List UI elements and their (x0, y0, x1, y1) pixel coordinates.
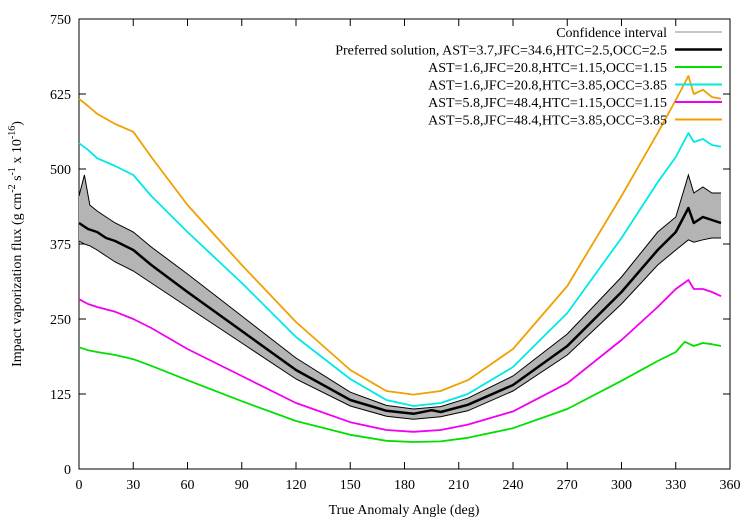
y-tick-label: 625 (50, 88, 71, 103)
series-lines-layer (78, 75, 722, 443)
y-tick-label: 0 (64, 463, 71, 478)
legend-label: AST=1.6,JFC=20.8,HTC=3.85,OCC=3.85 (428, 79, 667, 94)
y-axis-label-part-a: Impact vaporization flux (g cm (10, 193, 25, 367)
y-axis-label: Impact vaporization flux (g cm-2 s-1 x 1… (7, 121, 25, 367)
x-tick-label: 0 (76, 478, 83, 493)
confidence-band-layer (78, 173, 721, 420)
x-tick-label: 360 (720, 478, 741, 493)
x-tick-label: 240 (503, 478, 524, 493)
x-tick-label: 330 (665, 478, 686, 493)
y-tick-label: 250 (50, 313, 71, 328)
y-axis-label-part-c: x 10 (10, 139, 25, 167)
x-tick-label: 60 (181, 478, 195, 493)
y-axis-label-exp1: -2 (7, 184, 18, 192)
x-tick-label: 270 (557, 478, 578, 493)
series-line-1 (78, 206, 722, 416)
x-axis-label: True Anomaly Angle (deg) (329, 503, 480, 518)
y-tick-label: 750 (50, 13, 71, 28)
y-axis-label-exp3: -16 (7, 126, 18, 139)
svg-text:Impact vaporization flux (g cm: Impact vaporization flux (g cm-2 s-1 x 1… (7, 121, 25, 367)
x-tick-label: 120 (286, 478, 307, 493)
y-axis-label-exp2: -1 (7, 167, 18, 175)
series-line-2 (78, 340, 722, 443)
x-tick-label: 90 (235, 478, 249, 493)
legend: Confidence interval Preferred solution, A… (335, 26, 722, 129)
y-axis-label-part-b: s (10, 175, 25, 184)
legend-label: Confidence interval (556, 26, 667, 41)
series-line-4 (78, 279, 722, 433)
x-tick-label: 150 (340, 478, 361, 493)
x-tick-label: 180 (394, 478, 415, 493)
y-axis-label-part-d: ) (10, 121, 25, 126)
y-tick-label: 375 (50, 238, 71, 253)
confidence-upper-edge (78, 173, 721, 410)
legend-label: AST=1.6,JFC=20.8,HTC=1.15,OCC=1.15 (428, 61, 667, 76)
legend-label: AST=5.8,JFC=48.4,HTC=1.15,OCC=1.15 (428, 96, 667, 111)
series-line-5 (78, 75, 722, 396)
y-tick-label: 125 (50, 388, 71, 403)
confidence-band (79, 175, 721, 420)
x-tick-label: 300 (611, 478, 632, 493)
y-tick-label: 500 (50, 163, 71, 178)
confidence-lower-edge (78, 237, 721, 420)
legend-label: AST=5.8,JFC=48.4,HTC=3.85,OCC=3.85 (428, 114, 667, 129)
axis-ticks: 0 30 60 90 120 150 180 210 240 270 300 330 360 0 125 25… (50, 13, 741, 493)
x-tick-label: 210 (448, 478, 469, 493)
series-line-3 (78, 132, 722, 407)
x-tick-label: 30 (126, 478, 140, 493)
legend-label: Preferred solution, AST=3.7,JFC=34.6,HTC… (335, 44, 667, 59)
